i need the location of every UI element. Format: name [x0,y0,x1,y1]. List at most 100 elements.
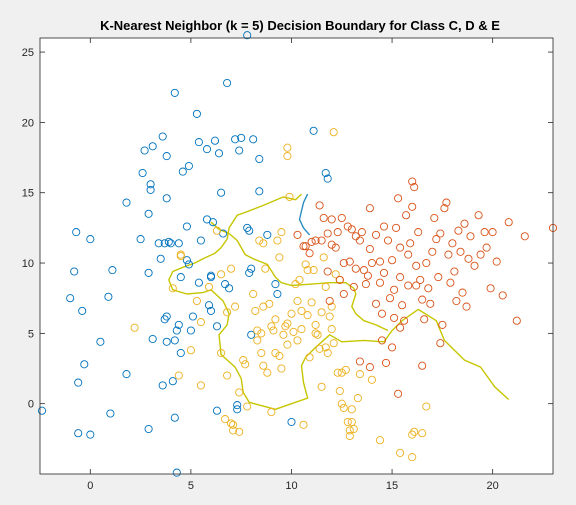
data-point-class-e [442,198,451,207]
data-point-class-c [273,289,282,299]
data-point-class-d [375,436,385,445]
data-point-class-c [176,348,185,358]
x-tick-label: 0 [87,480,93,492]
data-point-class-c [206,273,216,282]
data-point-class-c [108,266,117,275]
data-point-class-e [363,271,372,280]
data-point-class-e [293,230,302,239]
data-point-class-e [448,239,457,248]
data-point-class-e [486,284,495,293]
data-point-class-d [335,386,344,396]
data-point-class-d [337,399,346,408]
data-point-class-d [367,375,376,384]
data-point-class-e [492,257,501,266]
data-point-class-c [249,135,258,144]
data-point-class-e [345,257,354,266]
data-point-class-c [66,294,75,303]
data-point-class-c [194,278,203,287]
data-point-class-e [452,296,461,306]
data-point-class-e [520,232,529,241]
data-point-class-d [223,308,232,317]
data-point-class-c [188,312,197,321]
data-point-class-d [281,322,290,331]
data-point-class-e [476,250,485,259]
data-point-class-d [269,326,278,335]
data-point-class-d [331,270,340,279]
data-point-class-e [365,204,374,213]
data-point-class-e [327,240,336,249]
data-point-class-c [182,222,191,231]
data-point-class-e [347,225,356,234]
data-point-class-e [466,232,475,241]
data-point-class-e [396,273,405,282]
data-point-class-c [233,405,242,414]
scatter-points-layer [37,31,558,477]
data-point-class-c [170,336,179,345]
data-point-class-d [267,322,276,331]
data-point-class-c [166,239,175,248]
data-point-class-d [396,448,405,457]
data-point-class-d [289,327,298,336]
data-point-class-d [251,306,260,315]
data-point-class-d [192,296,201,306]
data-point-class-e [480,228,489,237]
data-point-class-c [202,145,212,154]
data-point-class-d [277,228,286,237]
data-point-class-d [271,315,280,324]
data-point-class-e [315,201,324,210]
data-point-class-c [255,187,264,196]
data-point-class-d [305,353,314,362]
data-point-class-e [377,336,387,345]
data-point-class-d [353,394,362,403]
data-point-class-c [263,230,272,239]
data-point-class-e [390,285,399,294]
data-point-class-c [122,198,131,207]
data-point-class-e [446,278,455,287]
data-point-class-d [307,298,316,307]
data-point-class-e [398,301,407,310]
data-point-class-d [311,329,320,338]
data-point-class-d [349,424,358,434]
data-point-class-c [37,406,47,415]
data-point-class-e [408,202,417,211]
data-point-class-e [402,211,411,220]
data-point-class-e [319,213,328,223]
data-point-class-d [319,253,328,262]
data-point-class-e [394,389,403,398]
data-point-class-e [388,343,397,352]
data-point-class-d [313,330,322,339]
data-point-class-d [235,427,244,436]
data-point-class-e [365,363,374,372]
data-point-class-d [235,388,244,397]
data-point-class-e [335,275,344,284]
data-point-class-d [311,320,320,329]
data-point-class-c [146,185,155,194]
data-point-class-e [436,229,445,238]
data-point-class-d [345,431,354,441]
x-tick-label: 20 [487,480,499,492]
data-point-class-c [206,306,216,315]
data-point-class-d [408,430,417,439]
data-point-class-c [245,268,254,277]
data-point-class-c [237,133,246,142]
data-point-class-d [239,356,248,365]
data-point-class-c [287,417,296,427]
data-point-class-d [303,266,312,275]
data-point-class-c [194,138,203,147]
data-point-class-e [432,235,441,244]
data-point-class-c [233,401,242,410]
data-point-class-d [277,364,286,373]
data-point-class-d [333,368,342,377]
data-point-class-d [329,339,338,348]
y-tick-label: 0 [28,399,34,411]
y-tick-label: 25 [22,47,34,59]
data-point-class-d [293,296,302,306]
data-point-class-c [186,326,195,335]
data-point-class-d [283,152,292,161]
data-point-class-c [146,180,155,189]
data-point-class-e [355,357,364,366]
data-point-class-e [426,299,435,308]
data-point-class-c [78,306,87,315]
data-point-class-d [217,270,226,279]
data-point-class-c [104,292,113,301]
